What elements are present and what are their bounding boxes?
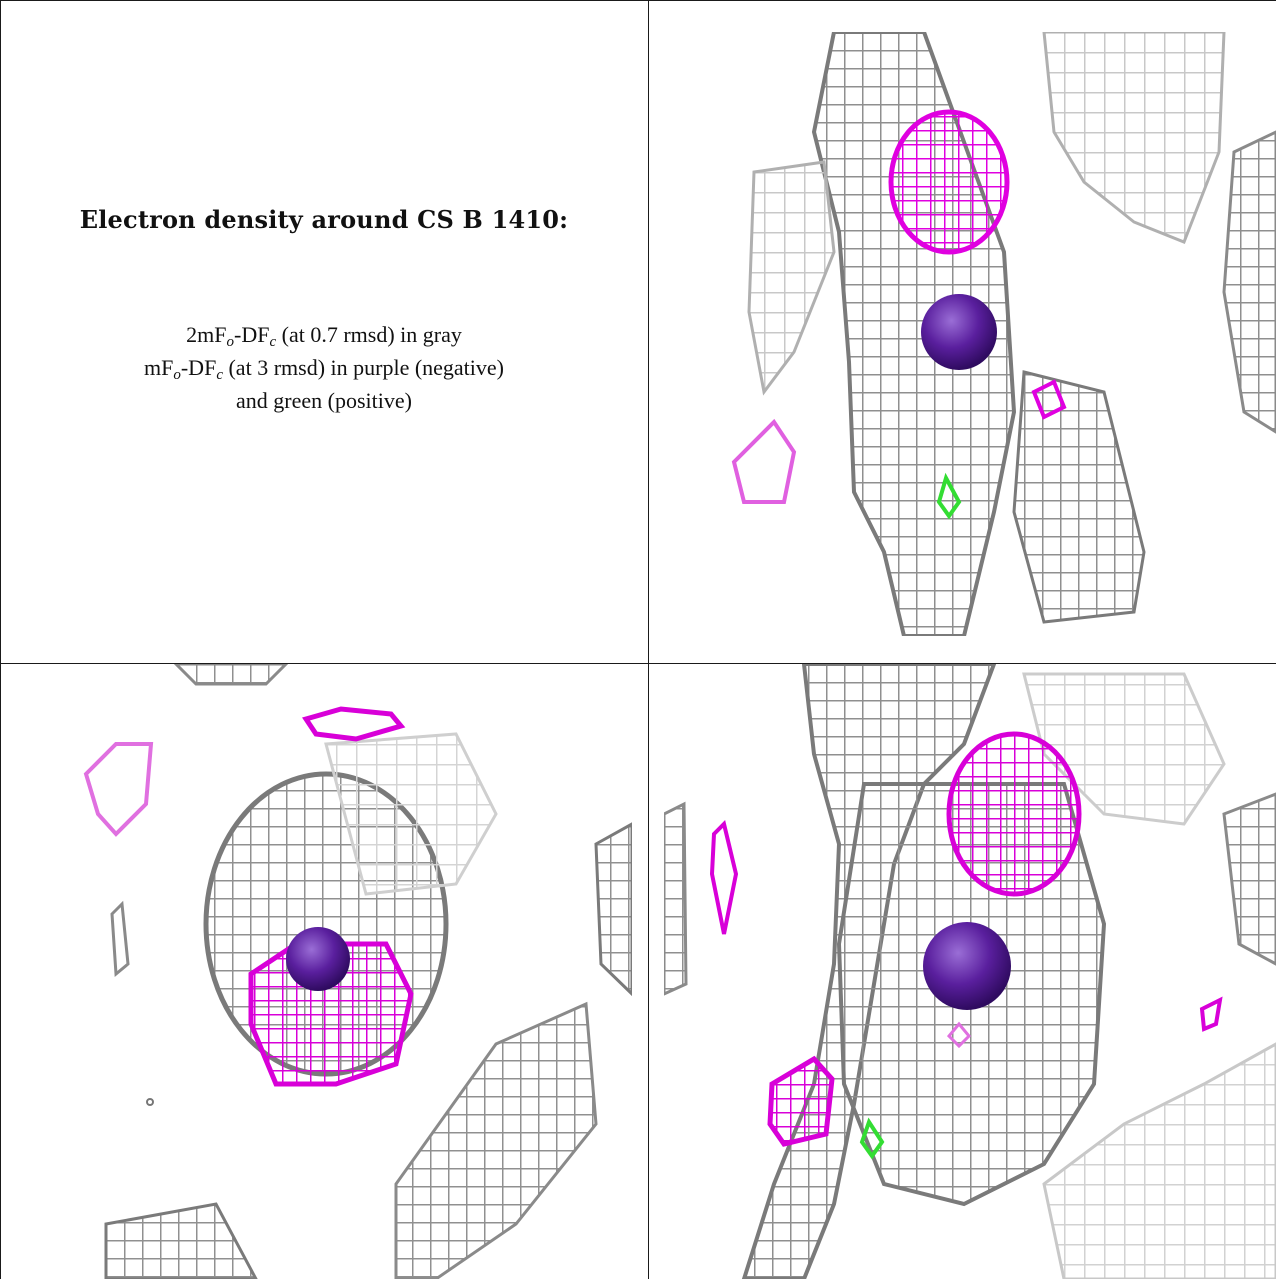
border-top <box>0 0 1276 1</box>
positive-density-mesh <box>859 1117 885 1160</box>
atom-sphere <box>921 294 997 370</box>
divider-horizontal <box>0 663 1276 664</box>
caption-line-3: and green (positive) <box>236 388 412 413</box>
negative-density-mesh <box>709 731 1223 1147</box>
caption-body: 2mFo-DFc (at 0.7 rmsd) in gray mFo-DFc (… <box>0 318 648 417</box>
atom-sphere <box>923 922 1011 1010</box>
positive-density-mesh <box>936 472 962 520</box>
tiny-density-blob <box>146 1098 154 1106</box>
caption-line-1: 2mFo-DFc (at 0.7 rmsd) in gray <box>186 322 462 350</box>
gray-mesh-main <box>747 32 1276 636</box>
negative-density-mesh <box>731 109 1067 504</box>
caption-title: Electron density around CS B 1410: <box>79 205 569 234</box>
gray-mesh-main <box>104 664 632 1279</box>
view-bottom-right <box>664 664 1276 1279</box>
view-top-right <box>664 32 1276 636</box>
atom-sphere <box>286 927 350 991</box>
divider-vertical <box>648 0 649 1279</box>
border-left <box>0 0 1 1279</box>
caption-panel: Electron density around CS B 1410: 2mFo-… <box>0 0 648 663</box>
caption-line-2: mFo-DFc (at 3 rmsd) in purple (negative) <box>144 355 504 383</box>
view-bottom-left <box>16 664 632 1279</box>
